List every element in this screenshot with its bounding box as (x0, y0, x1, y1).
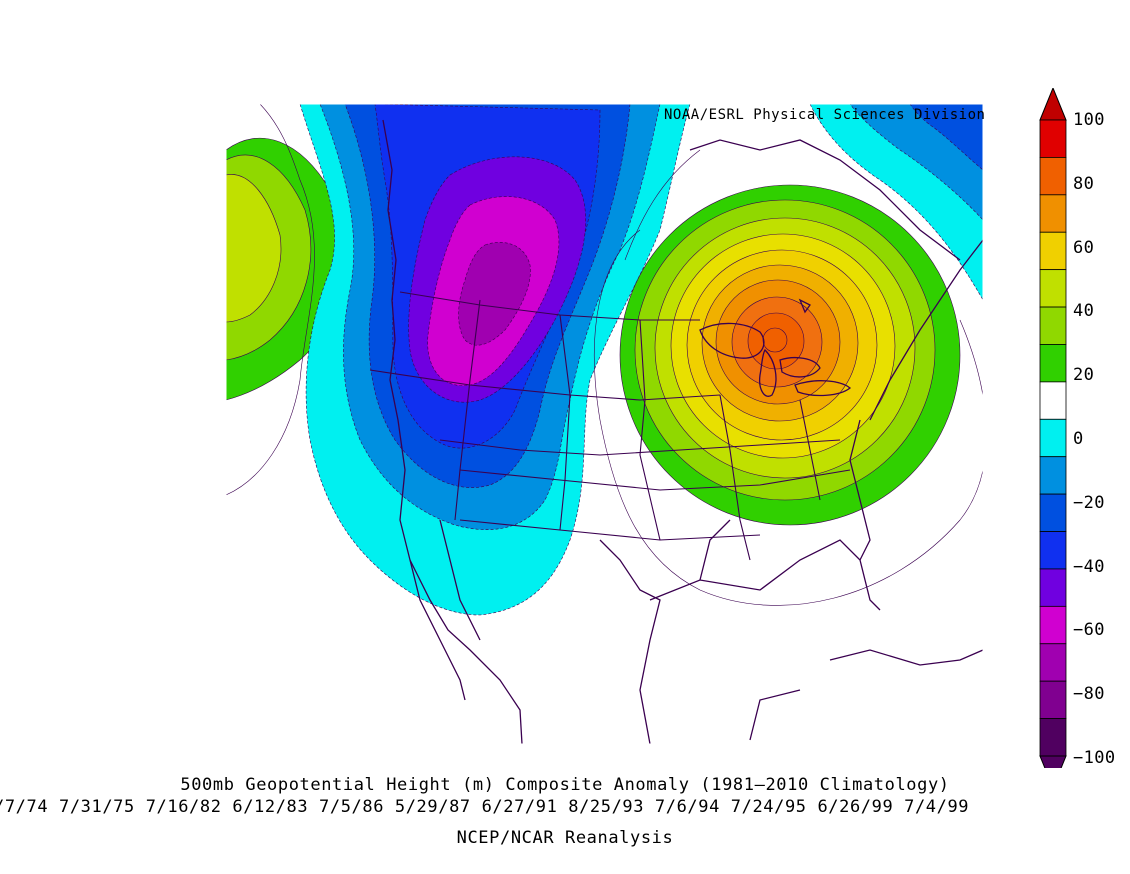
colorbar-band (1039, 157, 1067, 196)
colorbar-tick-label: 20 (1073, 365, 1095, 386)
colorbar-band (1039, 119, 1067, 158)
state-borders (369, 291, 851, 561)
colorbar-band (1039, 531, 1067, 570)
eastern-ridge (619, 184, 961, 526)
colorbar (1039, 88, 1067, 768)
zero-contours (226, 104, 983, 606)
colorbar-band (1039, 643, 1067, 682)
colorbar-band (1039, 493, 1067, 532)
colorbar-tick-label: 40 (1073, 301, 1095, 322)
colorbar-band (1039, 568, 1067, 607)
colorbar-tick-label: −20 (1073, 492, 1105, 513)
map-title: 500mb Geopotential Height (m) Composite … (180, 775, 950, 795)
colorbar-band (1039, 605, 1067, 645)
colorbar-tick-label: −80 (1073, 684, 1105, 705)
colorbar-tick-label: −60 (1073, 620, 1105, 641)
colorbar-band (1039, 269, 1067, 308)
colorbar-band (1039, 418, 1067, 458)
colorbar-band (1039, 718, 1067, 757)
coastlines (382, 119, 983, 744)
colorbar-tick-label: 0 (1073, 429, 1084, 449)
colorbar-band (1039, 344, 1067, 383)
colorbar-band (1039, 231, 1067, 271)
data-source: NCEP/NCAR Reanalysis (456, 828, 674, 848)
colorbar-tick-label: 100 (1073, 110, 1105, 130)
colorbar-tick-label: 60 (1073, 237, 1095, 258)
great-lakes (699, 298, 852, 397)
colorbar-tick-label: 80 (1073, 173, 1095, 194)
colorbar-tick-label: −40 (1073, 556, 1105, 577)
colorbar-band (1039, 194, 1067, 233)
credit-label: NOAA/ESRL Physical Sciences Division (664, 107, 986, 123)
colorbar-band (1039, 456, 1067, 495)
colorbar-tick-label: −100 (1073, 748, 1116, 768)
atlantic-trough (809, 104, 983, 301)
western-trough (299, 104, 691, 616)
colorbar-band (1039, 680, 1067, 719)
colorbar-band (1039, 306, 1067, 345)
composite-dates: /7/74 7/31/75 7/16/82 6/12/83 7/5/86 5/2… (0, 797, 970, 817)
colorbar-max-arrow (1039, 88, 1067, 121)
colorbar-band (1039, 381, 1067, 420)
colorbar-min-arrow (1039, 755, 1067, 768)
